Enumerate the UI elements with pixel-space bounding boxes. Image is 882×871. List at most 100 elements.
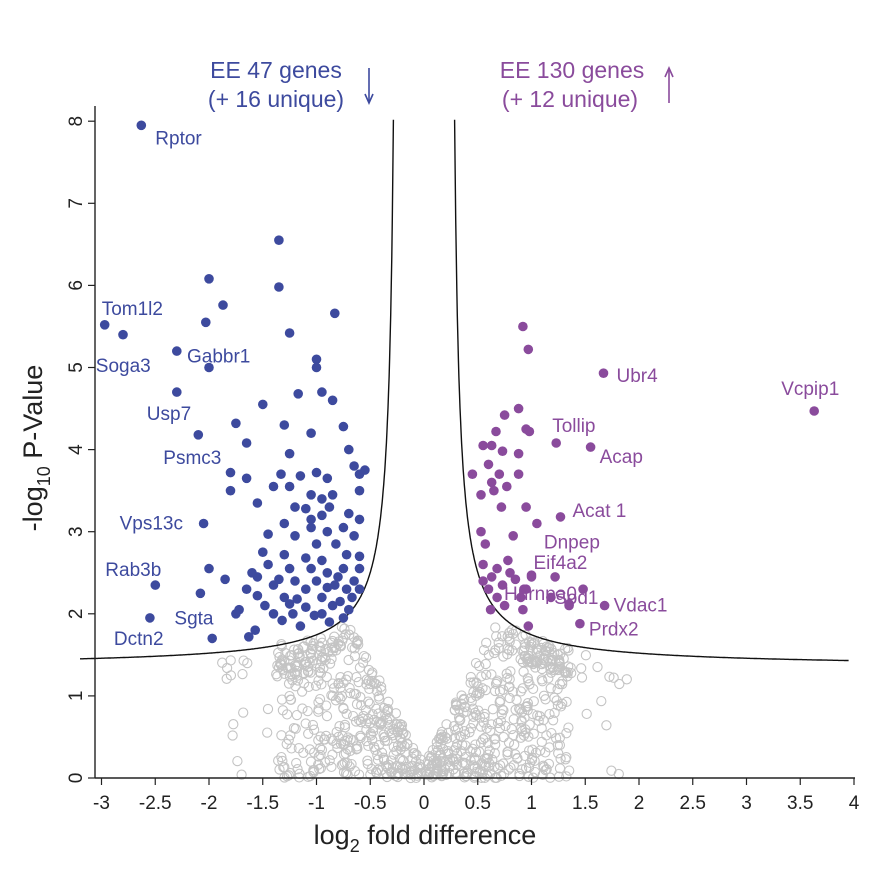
background-point [430, 747, 442, 759]
background-point [515, 732, 527, 743]
up-point [476, 526, 486, 537]
background-point [489, 761, 500, 773]
background-point [503, 737, 515, 748]
background-point [399, 769, 411, 780]
y-tick-label: 4 [66, 444, 87, 455]
background-point [515, 686, 527, 697]
up-point [510, 574, 521, 585]
up-point [497, 446, 508, 457]
background-point [498, 651, 509, 662]
background-point [395, 719, 406, 730]
background-point [351, 671, 362, 683]
background-point [494, 760, 506, 771]
up-point [513, 469, 524, 480]
down-point [284, 599, 295, 609]
background-point [283, 770, 294, 781]
y-tick-label: 8 [66, 116, 87, 127]
x-tick-label: -3 [93, 793, 110, 814]
down-point [284, 328, 295, 338]
background-point [396, 754, 407, 765]
up-point [503, 555, 513, 566]
background-point [448, 721, 460, 732]
background-point [543, 673, 554, 684]
background-point [383, 696, 394, 707]
background-point [339, 757, 350, 768]
up-point [578, 584, 588, 594]
down-point [311, 539, 322, 549]
background-point [357, 657, 369, 668]
background-point [447, 752, 458, 764]
down-point [201, 317, 211, 328]
up-point [523, 621, 534, 631]
background-point [424, 766, 435, 778]
background-point [316, 656, 327, 667]
background-point [517, 631, 528, 642]
down-point [306, 563, 316, 574]
background-point [606, 765, 617, 776]
gene-label-usp7: Usp7 [147, 404, 191, 425]
background-point [552, 740, 563, 751]
down-point [354, 551, 365, 562]
background-point [541, 645, 552, 657]
background-point [396, 719, 408, 731]
down-point [311, 576, 322, 586]
up-point [505, 568, 515, 578]
background-point [528, 696, 539, 707]
up-point [523, 344, 534, 355]
background-point [530, 662, 541, 673]
gene-label-vdac1: Vdac1 [614, 596, 668, 617]
background-point [436, 770, 447, 782]
down-point [252, 590, 263, 601]
background-point [355, 716, 367, 728]
background-point [307, 719, 319, 731]
gene-label-prdx2: Prdx2 [589, 620, 639, 641]
background-point [314, 666, 325, 678]
background-point [423, 769, 435, 781]
down-point [317, 592, 327, 603]
background-point [396, 737, 407, 748]
up-point [494, 469, 505, 480]
down-point [241, 438, 252, 448]
background-point [285, 730, 296, 741]
x-tick-label: -0.5 [354, 793, 387, 814]
down-point [354, 485, 365, 496]
down-point [225, 467, 236, 478]
down-point [327, 490, 338, 500]
down-point [338, 421, 349, 432]
background-point [538, 690, 550, 701]
background-point [316, 637, 328, 648]
background-point [460, 758, 471, 769]
background-point [541, 730, 552, 741]
background-point [347, 710, 359, 722]
up-point [486, 440, 497, 451]
down-point [301, 584, 311, 594]
background-point [441, 719, 452, 730]
gene-label-acap: Acap [600, 447, 643, 468]
background-point [552, 700, 564, 711]
background-point [351, 699, 363, 710]
background-point [524, 719, 535, 730]
down-point [322, 568, 333, 578]
background-point [291, 661, 302, 672]
background-point [362, 755, 373, 766]
background-point [520, 650, 531, 662]
background-point [237, 668, 248, 680]
background-point [375, 717, 387, 729]
down-point [327, 395, 338, 406]
background-point [543, 758, 555, 770]
background-point [470, 657, 482, 669]
down-point-labeled [193, 430, 204, 440]
down-point [338, 563, 349, 574]
background-point [372, 754, 384, 765]
up-point [492, 563, 502, 574]
background-point [274, 651, 285, 663]
up-point-labeled [585, 442, 596, 452]
background-point [489, 748, 500, 759]
background-point [621, 674, 632, 685]
background-point [502, 747, 513, 758]
background-point [580, 650, 592, 661]
background-point [491, 631, 502, 642]
background-point [371, 685, 383, 697]
background-point [510, 639, 522, 650]
background-point [374, 675, 385, 686]
